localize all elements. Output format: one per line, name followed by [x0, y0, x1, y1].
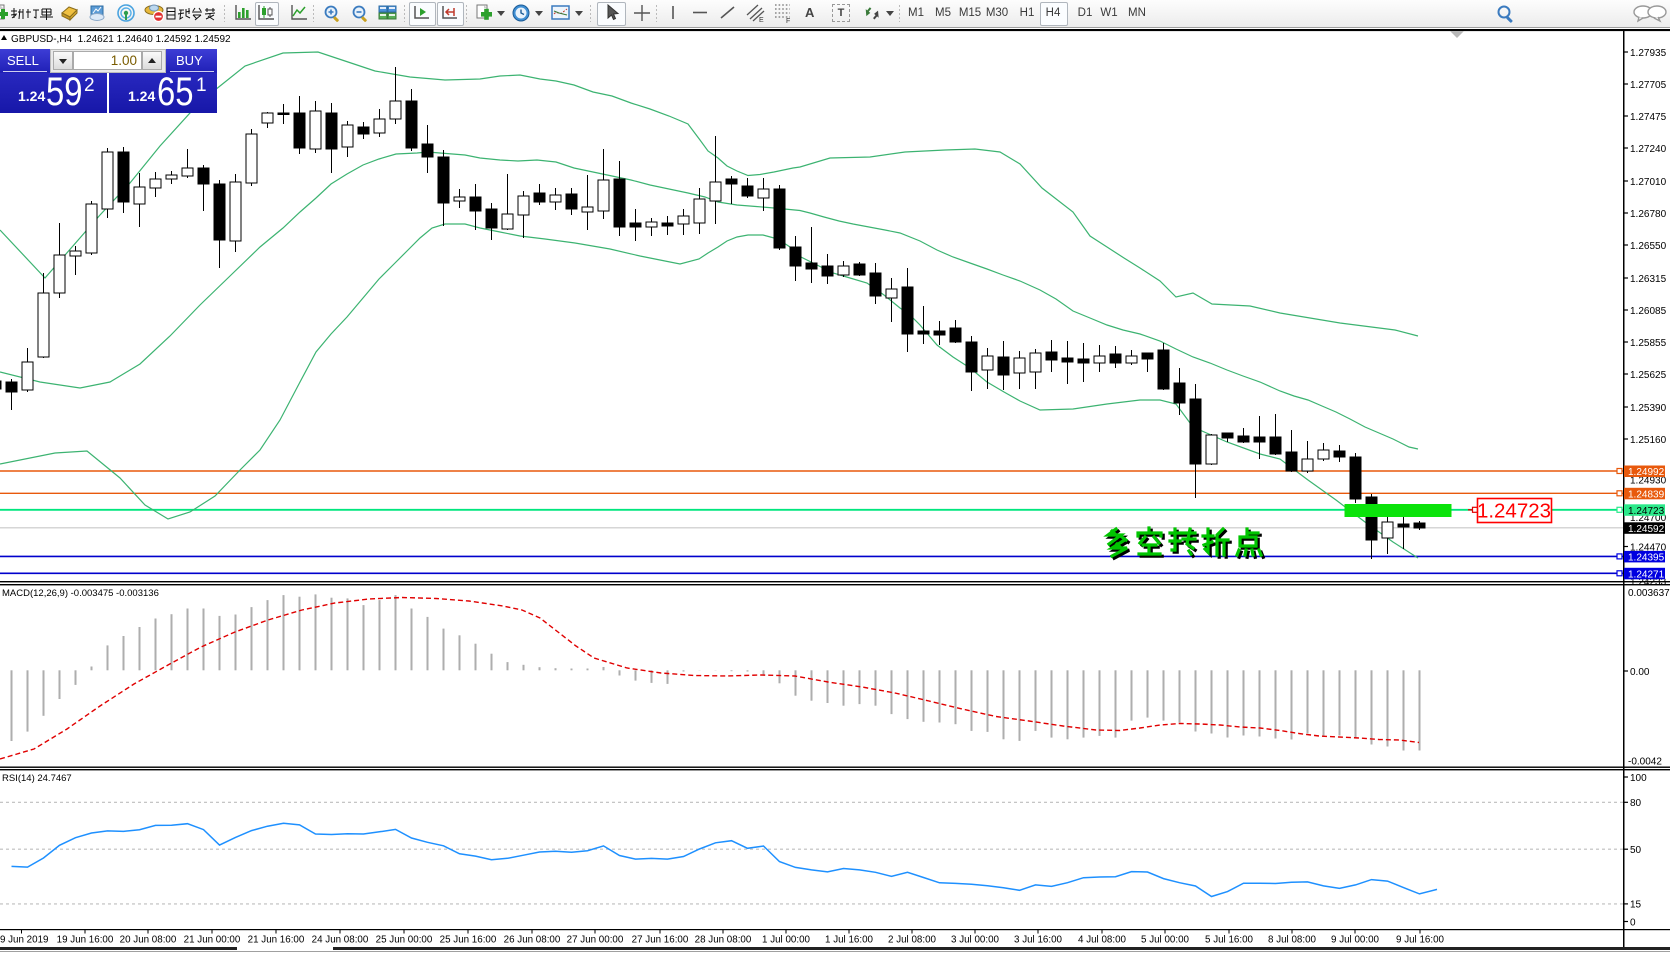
svg-text:RSI(14) 24.7467: RSI(14) 24.7467 [2, 773, 72, 784]
svg-text:19 Jun 2019: 19 Jun 2019 [0, 935, 48, 946]
svg-text:21 Jun 00:00: 21 Jun 00:00 [184, 935, 241, 946]
svg-text:1.24233: 1.24233 [1630, 577, 1667, 588]
svg-text:1.26780: 1.26780 [1630, 209, 1667, 220]
svg-text:27 Jun 00:00: 27 Jun 00:00 [567, 935, 624, 946]
svg-text:20 Jun 08:00: 20 Jun 08:00 [120, 935, 177, 946]
svg-text:3 Jul 00:00: 3 Jul 00:00 [951, 935, 999, 946]
svg-text:1 Jul 00:00: 1 Jul 00:00 [762, 935, 810, 946]
svg-text:0.003637: 0.003637 [1628, 588, 1670, 599]
svg-text:50: 50 [1630, 845, 1642, 856]
svg-text:1.24271: 1.24271 [1628, 569, 1665, 580]
svg-text:1.24700: 1.24700 [1630, 513, 1667, 524]
svg-text:2 Jul 08:00: 2 Jul 08:00 [888, 935, 936, 946]
svg-text:0.00: 0.00 [1630, 667, 1650, 678]
svg-text:5 Jul 16:00: 5 Jul 16:00 [1205, 935, 1253, 946]
svg-text:1.24592: 1.24592 [1628, 524, 1665, 535]
svg-text:1.24839: 1.24839 [1628, 489, 1665, 500]
svg-text:3 Jul 16:00: 3 Jul 16:00 [1014, 935, 1062, 946]
svg-text:15: 15 [1630, 900, 1642, 911]
svg-text:1.24992: 1.24992 [1628, 467, 1665, 478]
svg-text:8 Jul 08:00: 8 Jul 08:00 [1268, 935, 1316, 946]
svg-text:1.25160: 1.25160 [1630, 435, 1667, 446]
svg-text:1.25625: 1.25625 [1630, 370, 1667, 381]
svg-text:-0.0042: -0.0042 [1628, 757, 1662, 768]
svg-text:1.27935: 1.27935 [1630, 48, 1667, 59]
svg-text:25 Jun 16:00: 25 Jun 16:00 [440, 935, 497, 946]
svg-text:1.24470: 1.24470 [1630, 542, 1667, 553]
svg-text:1.26085: 1.26085 [1630, 306, 1667, 317]
svg-text:E: E [759, 17, 764, 23]
svg-text:80: 80 [1630, 798, 1642, 809]
svg-text:28 Jun 08:00: 28 Jun 08:00 [695, 935, 752, 946]
svg-text:21 Jun 16:00: 21 Jun 16:00 [248, 935, 305, 946]
svg-text:27 Jun 16:00: 27 Jun 16:00 [632, 935, 689, 946]
svg-text:1.24723: 1.24723 [1628, 506, 1665, 517]
svg-text:100: 100 [1630, 773, 1647, 784]
svg-text:1.27010: 1.27010 [1630, 177, 1667, 188]
svg-text:1.27240: 1.27240 [1630, 144, 1667, 155]
svg-text:1.24930: 1.24930 [1630, 476, 1667, 487]
svg-text:25 Jun 00:00: 25 Jun 00:00 [376, 935, 433, 946]
svg-text:9 Jul 16:00: 9 Jul 16:00 [1396, 935, 1444, 946]
svg-text:0: 0 [1630, 917, 1636, 928]
svg-text:26 Jun 08:00: 26 Jun 08:00 [504, 935, 561, 946]
svg-text:9 Jul 00:00: 9 Jul 00:00 [1331, 935, 1379, 946]
svg-text:1.26550: 1.26550 [1630, 241, 1667, 252]
svg-text:19 Jun 16:00: 19 Jun 16:00 [57, 935, 114, 946]
svg-text:24 Jun 08:00: 24 Jun 08:00 [312, 935, 369, 946]
svg-text:1.25390: 1.25390 [1630, 403, 1667, 414]
svg-text:5 Jul 00:00: 5 Jul 00:00 [1141, 935, 1189, 946]
svg-text:F: F [786, 18, 790, 23]
svg-text:1.24395: 1.24395 [1628, 552, 1665, 563]
svg-text:1.27705: 1.27705 [1630, 80, 1667, 91]
svg-text:4 Jul 08:00: 4 Jul 08:00 [1078, 935, 1126, 946]
svg-text:1.24723: 1.24723 [1477, 500, 1551, 523]
svg-text:1.25855: 1.25855 [1630, 338, 1667, 349]
svg-text:MACD(12,26,9) -0.003475 -0.003: MACD(12,26,9) -0.003475 -0.003136 [2, 588, 159, 599]
svg-text:1.26315: 1.26315 [1630, 274, 1667, 285]
svg-text:1.27475: 1.27475 [1630, 112, 1667, 123]
svg-text:1 Jul 16:00: 1 Jul 16:00 [825, 935, 873, 946]
